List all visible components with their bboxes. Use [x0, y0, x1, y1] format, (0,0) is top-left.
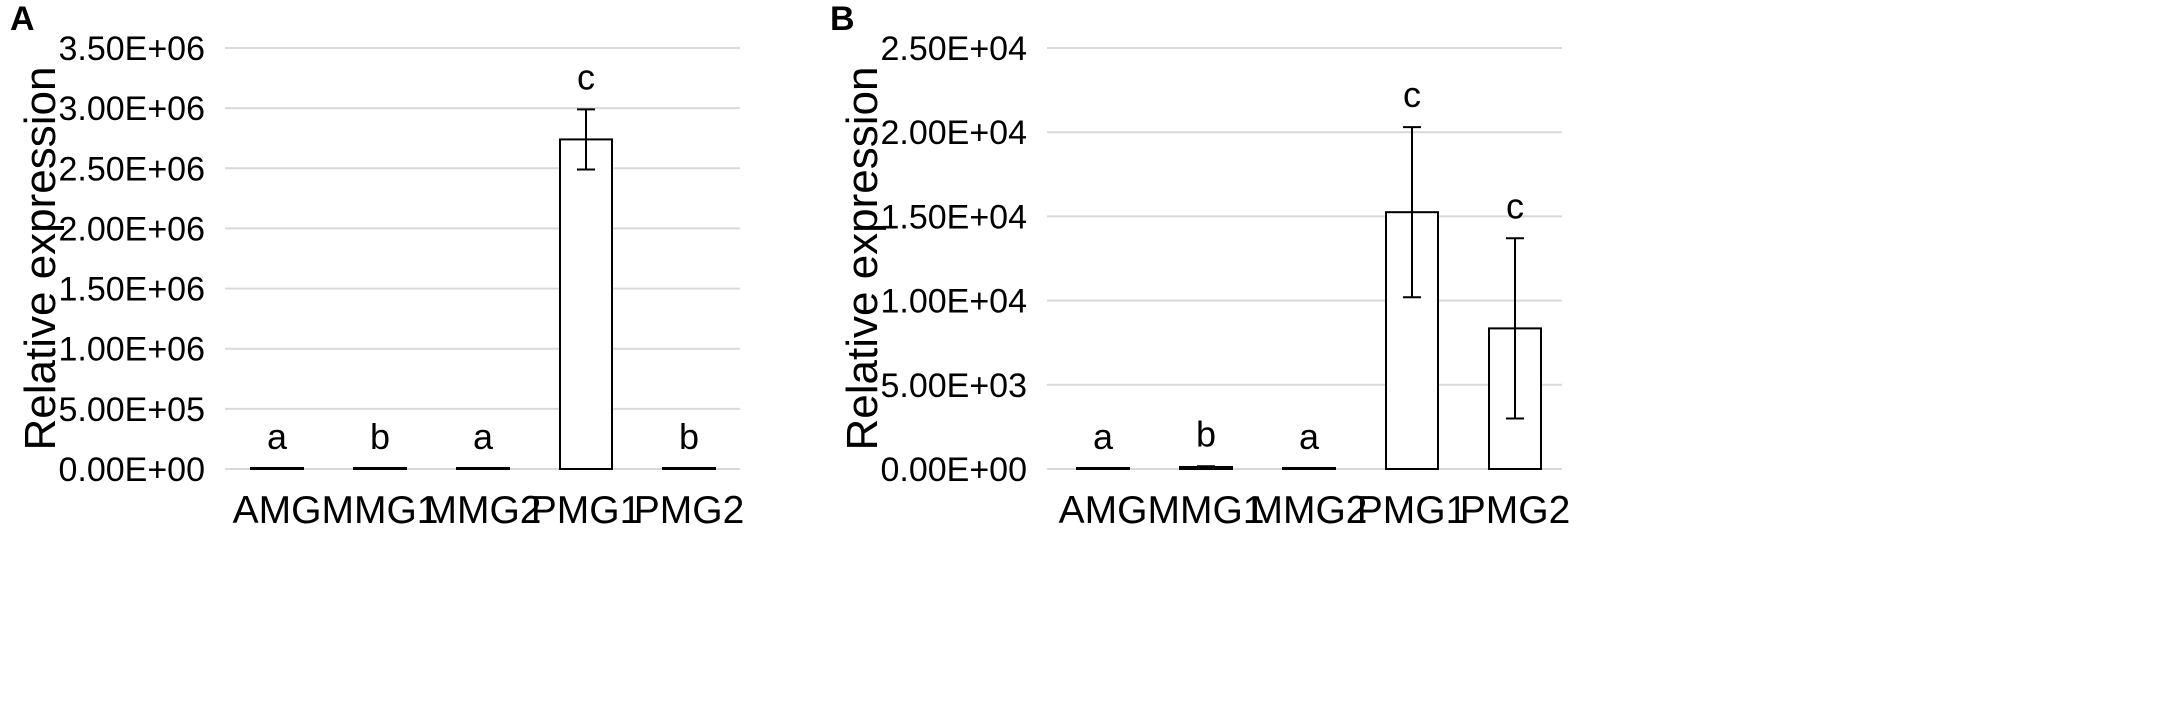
- chart-panel-a: A 0.00E+00 5.00E+05 1.00E+06 1.50E+06 2.00E+0…: [10, 0, 744, 532]
- category-label: PMG1: [1357, 489, 1468, 532]
- bar: [1076, 467, 1130, 470]
- category-label: MMG2: [1251, 489, 1368, 532]
- y-tick-label: 2.00E+06: [58, 210, 205, 248]
- bar: [456, 467, 510, 470]
- y-axis-label: Relative expression: [838, 67, 887, 451]
- y-tick-label: 1.50E+04: [880, 198, 1027, 236]
- significance-letter: b: [370, 416, 390, 457]
- chart-panel-b: B 0.00E+00 5.00E+03 1.00E+04 1.50E+04 2.00E+0…: [830, 0, 1570, 532]
- y-tick-label: 5.00E+05: [58, 391, 205, 429]
- category-label: AMG: [1059, 489, 1148, 532]
- significance-letter: a: [1093, 416, 1114, 457]
- significance-letter: a: [267, 416, 288, 457]
- y-axis-label: Relative expression: [16, 67, 65, 451]
- category-label: AMG: [233, 489, 322, 532]
- category-label: PMG2: [1460, 489, 1571, 532]
- panel-label: B: [830, 0, 855, 38]
- category-label: PMG1: [531, 489, 642, 532]
- significance-letter: c: [577, 56, 595, 97]
- bar: [559, 138, 613, 470]
- significance-letter: c: [1506, 185, 1524, 226]
- bar: [353, 467, 407, 470]
- y-tick-label: 0.00E+00: [58, 451, 205, 489]
- significance-letter: b: [679, 416, 699, 457]
- y-tick-label: 3.50E+06: [58, 30, 205, 68]
- significance-letter: a: [473, 416, 494, 457]
- bar: [662, 467, 716, 470]
- category-label: MMG1: [322, 489, 439, 532]
- significance-letter: c: [1403, 74, 1421, 115]
- y-tick-label: 1.50E+06: [58, 271, 205, 309]
- category-label: MMG1: [1148, 489, 1265, 532]
- y-tick-label: 2.00E+04: [880, 114, 1027, 152]
- category-label: MMG2: [425, 489, 542, 532]
- y-tick-label: 1.00E+04: [880, 283, 1027, 321]
- bar: [250, 467, 304, 470]
- y-tick-label: 5.00E+03: [880, 367, 1027, 405]
- category-label: PMG2: [634, 489, 745, 532]
- y-tick-label: 3.00E+06: [58, 90, 205, 128]
- y-tick-label: 2.50E+04: [880, 30, 1027, 68]
- panel-label: A: [10, 0, 35, 38]
- y-tick-label: 1.00E+06: [58, 331, 205, 369]
- y-tick-label: 0.00E+00: [880, 451, 1027, 489]
- y-tick-label: 2.50E+06: [58, 150, 205, 188]
- significance-letter: a: [1299, 416, 1320, 457]
- bar: [1282, 467, 1336, 470]
- significance-letter: b: [1196, 413, 1216, 454]
